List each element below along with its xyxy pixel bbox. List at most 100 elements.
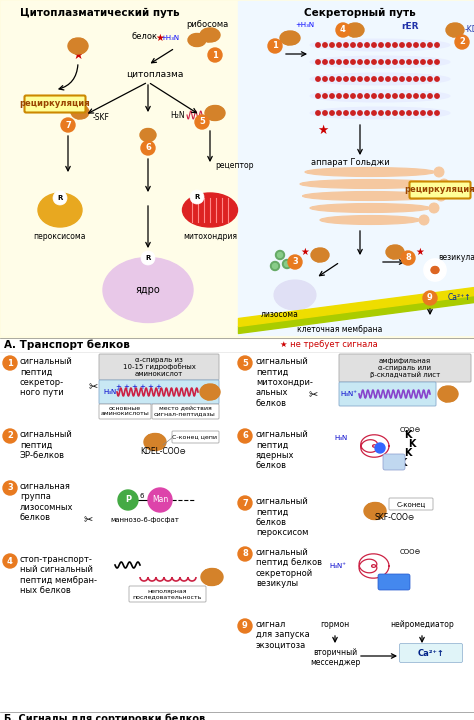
Circle shape xyxy=(218,109,224,117)
Text: ★: ★ xyxy=(416,247,424,257)
Circle shape xyxy=(393,60,397,64)
Circle shape xyxy=(323,111,327,115)
Circle shape xyxy=(414,60,418,64)
Circle shape xyxy=(358,77,362,81)
Circle shape xyxy=(424,259,446,281)
Text: сигнальный
пептид
ЭР-белков: сигнальный пептид ЭР-белков xyxy=(20,430,73,460)
Text: 2: 2 xyxy=(7,431,13,441)
Circle shape xyxy=(365,508,373,516)
Circle shape xyxy=(337,42,341,48)
Circle shape xyxy=(238,496,252,510)
Circle shape xyxy=(365,60,369,64)
Circle shape xyxy=(432,267,435,270)
Circle shape xyxy=(428,111,432,115)
FancyBboxPatch shape xyxy=(410,181,471,199)
Circle shape xyxy=(448,24,455,30)
Circle shape xyxy=(275,251,284,259)
Circle shape xyxy=(367,503,374,511)
Circle shape xyxy=(394,246,401,252)
Circle shape xyxy=(344,77,348,81)
Circle shape xyxy=(155,434,162,441)
Circle shape xyxy=(450,30,456,37)
Circle shape xyxy=(238,619,252,633)
Circle shape xyxy=(142,130,148,135)
Circle shape xyxy=(61,118,75,132)
Circle shape xyxy=(369,512,376,519)
Circle shape xyxy=(374,503,382,510)
Circle shape xyxy=(238,547,252,561)
Text: стоп-транспорт-
ный сигнальный
пептид мембран-
ных белков: стоп-транспорт- ный сигнальный пептид ме… xyxy=(20,555,97,595)
Circle shape xyxy=(350,30,356,37)
Text: сигнал
для запуска
экзоцитоза: сигнал для запуска экзоцитоза xyxy=(256,620,310,649)
Circle shape xyxy=(206,578,214,585)
Text: +: + xyxy=(155,384,161,390)
Circle shape xyxy=(421,42,425,48)
Circle shape xyxy=(316,111,320,115)
Circle shape xyxy=(330,60,334,64)
FancyBboxPatch shape xyxy=(400,644,463,662)
Circle shape xyxy=(3,554,17,568)
Circle shape xyxy=(423,291,437,305)
FancyBboxPatch shape xyxy=(339,354,471,382)
Text: P: P xyxy=(125,495,131,505)
FancyBboxPatch shape xyxy=(99,354,219,380)
Ellipse shape xyxy=(68,38,88,54)
Text: COO⊖: COO⊖ xyxy=(400,427,421,433)
Text: +: + xyxy=(115,384,121,390)
Ellipse shape xyxy=(302,192,438,200)
Circle shape xyxy=(431,269,435,272)
Circle shape xyxy=(372,111,376,115)
Circle shape xyxy=(208,107,215,113)
Circle shape xyxy=(284,261,290,266)
Circle shape xyxy=(436,191,446,201)
Text: рибосома: рибосома xyxy=(186,20,228,29)
Circle shape xyxy=(118,490,138,510)
Circle shape xyxy=(447,27,453,34)
Circle shape xyxy=(344,111,348,115)
FancyBboxPatch shape xyxy=(99,380,219,404)
Text: K: K xyxy=(399,458,407,468)
Circle shape xyxy=(435,77,439,81)
Circle shape xyxy=(199,37,205,43)
Text: рецептор: рецептор xyxy=(215,161,254,169)
Ellipse shape xyxy=(200,28,220,42)
Circle shape xyxy=(351,60,355,64)
Ellipse shape xyxy=(364,503,386,520)
Circle shape xyxy=(407,111,411,115)
Circle shape xyxy=(379,60,383,64)
Circle shape xyxy=(148,135,154,140)
Circle shape xyxy=(204,570,211,577)
Circle shape xyxy=(73,47,80,54)
Circle shape xyxy=(319,248,326,255)
Circle shape xyxy=(351,42,355,48)
Circle shape xyxy=(455,30,462,36)
Circle shape xyxy=(379,94,383,98)
Circle shape xyxy=(144,135,149,141)
Circle shape xyxy=(351,77,355,81)
Circle shape xyxy=(323,60,327,64)
Circle shape xyxy=(365,77,369,81)
Circle shape xyxy=(80,112,86,118)
Text: 2: 2 xyxy=(459,37,465,47)
Text: С-конец: С-конец xyxy=(396,501,426,507)
Text: 9: 9 xyxy=(427,294,433,302)
Circle shape xyxy=(285,39,291,45)
FancyBboxPatch shape xyxy=(172,431,219,443)
Circle shape xyxy=(414,42,418,48)
Text: 1: 1 xyxy=(272,42,278,50)
Circle shape xyxy=(204,392,211,400)
Circle shape xyxy=(238,429,252,443)
Circle shape xyxy=(435,111,439,115)
Circle shape xyxy=(203,29,210,35)
Text: везикула: везикула xyxy=(438,253,474,263)
Circle shape xyxy=(212,389,219,395)
Text: ★: ★ xyxy=(318,124,328,137)
Text: -SKF: -SKF xyxy=(93,114,110,122)
Circle shape xyxy=(347,27,353,34)
Circle shape xyxy=(213,32,219,38)
Circle shape xyxy=(355,24,361,30)
Circle shape xyxy=(436,269,438,271)
Text: 5: 5 xyxy=(242,359,248,367)
Text: COO⊖: COO⊖ xyxy=(400,549,421,555)
Circle shape xyxy=(421,111,425,115)
